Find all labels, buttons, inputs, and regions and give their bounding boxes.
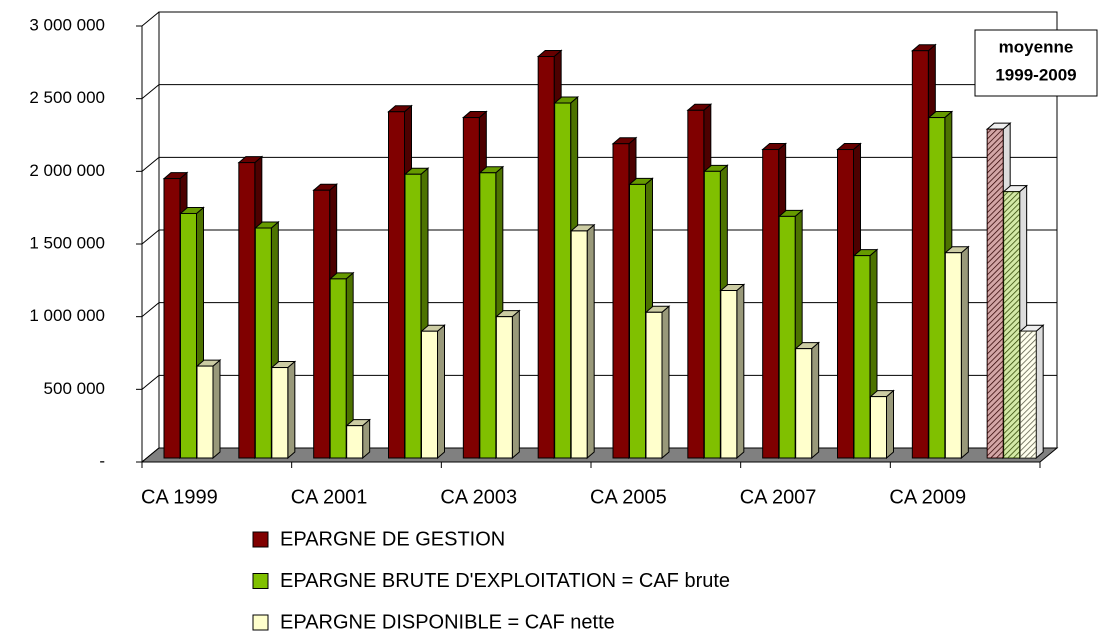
grid-line <box>141 374 1057 390</box>
bar-front <box>329 278 347 459</box>
bar-front <box>703 170 721 459</box>
bar-front <box>421 330 438 459</box>
bar <box>1002 184 1029 460</box>
bar-side <box>960 245 969 460</box>
bar <box>943 245 970 460</box>
bar-side <box>586 223 595 460</box>
legend-swatch <box>252 531 269 548</box>
bar-front <box>837 149 854 459</box>
y-tick-label: 3 000 000 <box>29 15 105 34</box>
x-tick-label: CA 2003 <box>440 486 517 508</box>
legend-label: EPARGNE DISPONIBLE = CAF nette <box>280 611 615 633</box>
bar <box>345 418 372 460</box>
grid-line <box>141 229 1057 245</box>
bar-front <box>720 290 738 459</box>
y-tick-label: 2 500 000 <box>29 88 105 107</box>
y-tick-label: 1 000 000 <box>29 306 105 325</box>
legend-label: EPARGNE DE GESTION <box>280 528 505 550</box>
bar-front <box>495 316 513 459</box>
bar-front <box>346 425 364 459</box>
bar-front <box>537 56 555 459</box>
bar-front <box>1003 191 1021 459</box>
bar <box>195 358 222 460</box>
grid-line <box>141 302 1057 318</box>
x-tick-label: CA 2005 <box>590 486 667 508</box>
annotation: 1999-2009 <box>995 65 1076 84</box>
bar-front <box>870 396 887 459</box>
bar-side <box>661 305 670 460</box>
bar-front <box>196 365 214 459</box>
bar-front <box>238 162 256 459</box>
bar-front <box>645 311 663 459</box>
bar-side <box>811 341 820 460</box>
legend-swatch <box>252 573 269 589</box>
legend-swatch <box>252 614 269 631</box>
bar-front <box>687 109 705 459</box>
bar-side <box>437 324 445 460</box>
bar-side <box>212 358 221 460</box>
bar-front <box>778 215 796 459</box>
bar-front <box>762 149 780 459</box>
bar <box>328 271 355 460</box>
legend-label: EPARGNE BRUTE D'EXPLOITATION = CAF brute <box>280 570 730 592</box>
bar-front <box>404 173 422 459</box>
bar-front <box>163 178 181 459</box>
grid-line <box>141 11 1057 27</box>
bar-front <box>388 111 405 459</box>
y-tick-label: 2 000 000 <box>29 161 105 180</box>
grid-line <box>141 84 1057 100</box>
x-tick-label: CA 1999 <box>141 486 218 508</box>
bar-front <box>853 255 871 459</box>
bar <box>403 167 430 460</box>
bar-front <box>944 252 962 459</box>
bar-front <box>462 117 480 459</box>
bar-side <box>886 389 894 460</box>
bar <box>644 305 671 460</box>
annotation: moyenne <box>999 37 1074 56</box>
annotation-box <box>974 29 1098 97</box>
bar-tint <box>1020 331 1037 458</box>
bar-front <box>570 230 588 459</box>
bar <box>869 389 895 460</box>
y-tick-label: - <box>99 451 105 470</box>
bar <box>494 309 521 460</box>
bar-front <box>313 189 331 459</box>
bar-side <box>511 309 520 460</box>
bar-side <box>1035 324 1044 460</box>
bar-front <box>629 183 646 459</box>
bar-side <box>736 283 745 460</box>
bar <box>1018 324 1045 460</box>
x-tick-label: CA 2007 <box>740 486 817 508</box>
bar-front <box>180 212 197 459</box>
bar <box>569 223 596 460</box>
bar-side <box>287 360 296 460</box>
y-tick-label: 500 000 <box>44 379 105 398</box>
bar-front <box>479 172 497 459</box>
bar <box>794 341 821 460</box>
bar-front <box>928 117 946 459</box>
bar <box>719 283 746 460</box>
bar-front <box>911 50 929 459</box>
x-tick-label: CA 2001 <box>291 486 368 508</box>
x-tick-label: CA 2009 <box>889 486 966 508</box>
y-tick-label: 1 500 000 <box>29 233 105 252</box>
bar <box>420 324 446 460</box>
bar-front <box>1019 330 1037 459</box>
bar-front <box>554 102 572 459</box>
bar <box>270 360 297 460</box>
grid-line <box>141 156 1057 172</box>
bar-front <box>612 143 630 459</box>
bar-tint <box>987 129 1004 459</box>
bar-front <box>254 227 272 459</box>
bar-front <box>271 367 289 459</box>
bar-tint <box>1003 191 1020 458</box>
bar-front <box>795 348 813 459</box>
